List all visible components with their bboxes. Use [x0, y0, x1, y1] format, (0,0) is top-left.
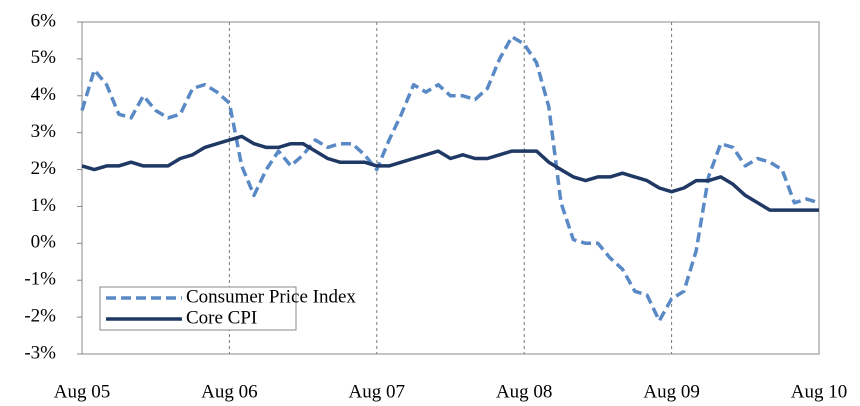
x-tick-label: Aug 09 [643, 381, 699, 402]
y-tick-label: -3% [24, 342, 56, 363]
series-line [81, 134, 819, 212]
y-tick-label: 1% [31, 195, 57, 216]
y-tick-label: 6% [31, 10, 57, 31]
y-tick-label: -1% [24, 269, 56, 290]
x-tick-label: Aug 07 [349, 381, 405, 402]
plot-border [81, 21, 820, 355]
legend-label: Consumer Price Index [186, 286, 356, 307]
y-tick-label: -2% [24, 305, 56, 326]
y-tick-label: 0% [31, 232, 57, 253]
legend-label: Core CPI [186, 307, 257, 328]
x-tick-label: Aug 10 [791, 381, 847, 402]
x-tick-label: Aug 05 [54, 381, 110, 402]
y-tick-label: 4% [31, 84, 57, 105]
y-tick-label: 5% [31, 47, 57, 68]
x-tick-label: Aug 08 [496, 381, 552, 402]
y-tick-label: 2% [31, 158, 57, 179]
legend-box [99, 286, 297, 331]
series-line [80, 35, 820, 323]
x-tick-label: Aug 06 [201, 381, 257, 402]
y-tick-label: 3% [31, 121, 57, 142]
